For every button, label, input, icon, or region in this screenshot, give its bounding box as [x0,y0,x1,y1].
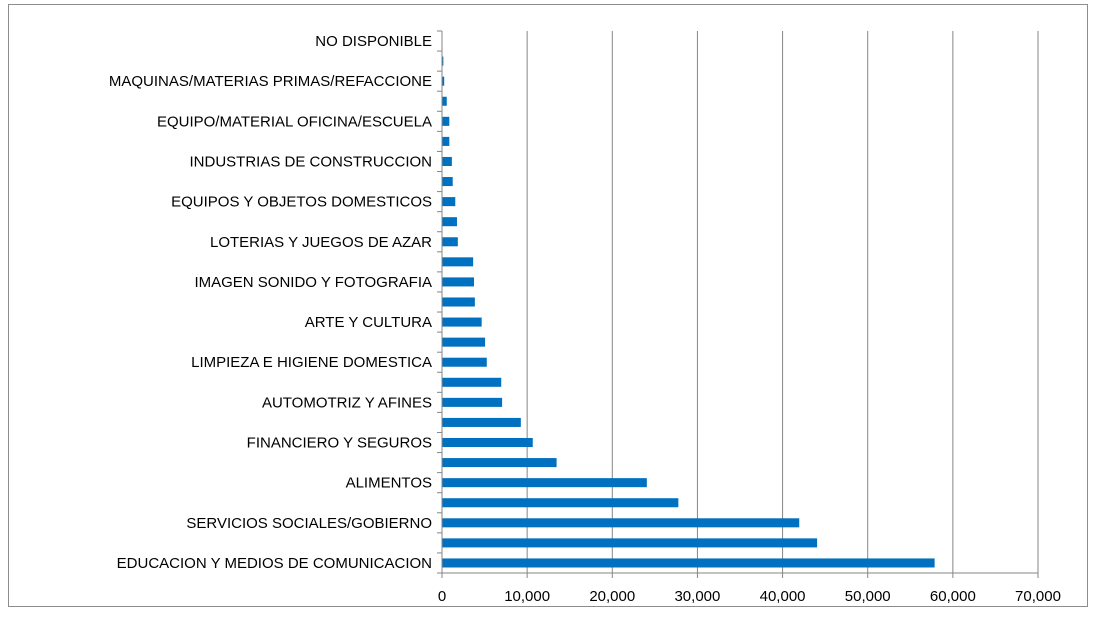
bar [442,277,475,287]
bar [442,417,521,427]
category-label: EQUIPOS Y OBJETOS DOMESTICOS [171,194,432,211]
bar [442,136,450,146]
bar [442,478,647,488]
bar [442,518,800,528]
category-label: INDUSTRIAS DE CONSTRUCCION [189,153,432,170]
category-label: IMAGEN SONIDO Y FOTOGRAFIA [194,274,432,291]
bar [442,438,533,448]
category-label: NO DISPONIBLE [315,33,432,50]
bar [442,156,452,166]
category-label: FINANCIERO Y SEGUROS [247,435,432,452]
bar [442,357,487,367]
x-tick-label: 60,000 [930,588,976,605]
category-label: EDUCACION Y MEDIOS DE COMUNICACION [117,555,432,572]
category-label: EQUIPO/MATERIAL OFICINA/ESCUELA [157,113,432,130]
labels: 0 10,000 20,000 30,000 40,000 50,000 60,000 70,… [109,33,1061,605]
category-label: MAQUINAS/MATERIAS PRIMAS/REFACCIONE [109,73,432,90]
bar [442,237,458,247]
category-label: ALIMENTOS [346,475,432,492]
axes [437,30,1039,578]
bar [442,217,457,227]
category-label: ARTE Y CULTURA [305,314,432,331]
bar [442,116,450,126]
x-tick-label: 20,000 [589,588,635,605]
x-tick-label: 10,000 [504,588,550,605]
bar-chart: 0 10,000 20,000 30,000 40,000 50,000 60,000 70,… [109,30,1061,605]
category-label: AUTOMOTRIZ Y AFINES [262,394,432,411]
category-label: SERVICIOS SOCIALES/GOBIERNO [186,515,432,532]
bar [442,538,818,548]
bar [442,76,445,86]
gridlines [526,31,1039,573]
category-label: LIMPIEZA E HIGIENE DOMESTICA [191,354,432,371]
bar [442,96,447,106]
category-label: LOTERIAS Y JUEGOS DE AZAR [210,234,432,251]
x-tick-label: 0 [438,588,446,605]
bar [442,297,475,307]
x-tick-label: 30,000 [674,588,720,605]
bar [442,337,486,347]
bar [442,177,453,187]
bar [442,197,456,207]
bar [442,56,444,66]
bar [442,377,502,387]
bar [442,458,557,468]
x-tick-label: 50,000 [845,588,891,605]
bar [442,397,503,407]
chart-frame: 0 10,000 20,000 30,000 40,000 50,000 60,000 70,… [8,4,1088,607]
bar [442,558,935,568]
bar [442,317,482,327]
bar [442,498,679,508]
x-tick-label: 40,000 [760,588,806,605]
bar [442,257,474,267]
x-tick-label: 70,000 [1015,588,1061,605]
bars [442,56,935,568]
